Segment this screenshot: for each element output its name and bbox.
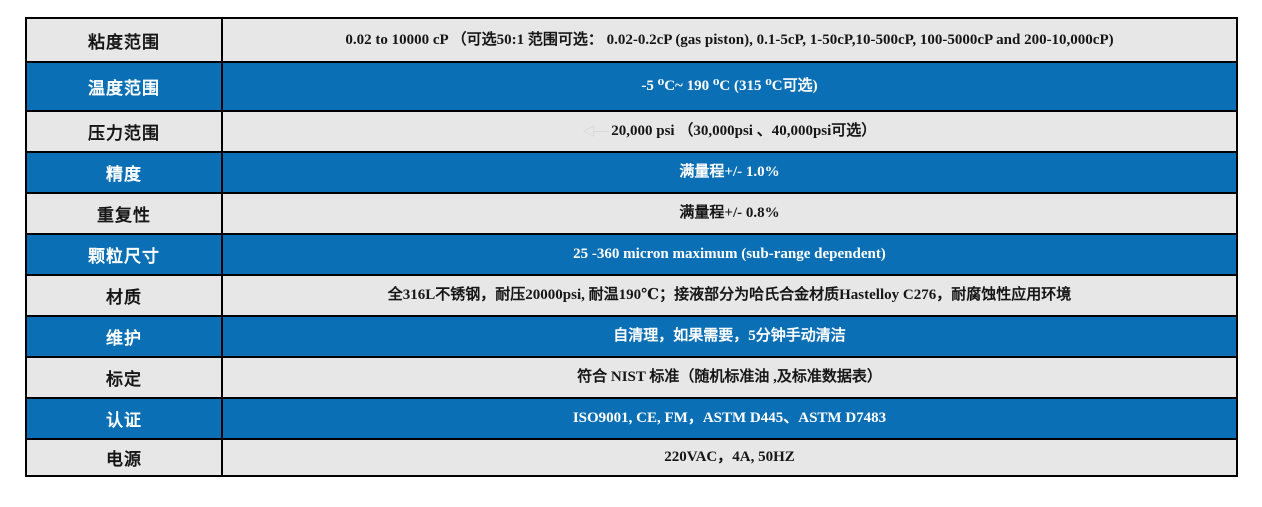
- spec-label: 颗粒尺寸: [27, 235, 223, 274]
- spec-value: ISO9001, CE, FM，ASTM D445、ASTM D7483: [223, 399, 1236, 438]
- spec-label: 精度: [27, 153, 223, 192]
- spec-value: 满量程+/- 0.8%: [223, 194, 1236, 233]
- spec-value: 25 -360 micron maximum (sub-range depend…: [223, 235, 1236, 274]
- spec-label: 粘度范围: [27, 19, 223, 61]
- spec-value: 符合 NIST 标准（随机标准油 ,及标准数据表）: [223, 358, 1236, 397]
- spec-value-text: 自清理，如果需要，5分钟手动清洁: [613, 328, 846, 345]
- spec-row-maintenance: 维护 自清理，如果需要，5分钟手动清洁: [27, 315, 1236, 356]
- spec-value-text: 全316L不锈钢，耐压20000psi, 耐温190℃；接液部分为哈氏合金材质H…: [387, 287, 1072, 304]
- spec-value: -5 ⁰C~ 190 ⁰C (315 ⁰C可选): [223, 63, 1236, 110]
- spec-row-accuracy: 精度 满量程+/- 1.0%: [27, 151, 1236, 192]
- spec-value-text: 满量程+/- 0.8%: [679, 205, 780, 222]
- spec-row-material: 材质 全316L不锈钢，耐压20000psi, 耐温190℃；接液部分为哈氏合金…: [27, 274, 1236, 315]
- arrow-artifact-icon: ◁—: [582, 123, 610, 140]
- spec-value-text: -5 ⁰C~ 190 ⁰C (315 ⁰C可选): [641, 78, 818, 95]
- spec-row-power-supply: 电源 220VAC，4A, 50HZ: [27, 438, 1236, 475]
- spec-row-repeatability: 重复性 满量程+/- 0.8%: [27, 192, 1236, 233]
- spec-label: 标定: [27, 358, 223, 397]
- spec-label: 重复性: [27, 194, 223, 233]
- spec-label: 电源: [27, 440, 223, 475]
- spec-value: 满量程+/- 1.0%: [223, 153, 1236, 192]
- spec-value-text: 20,000 psi （30,000psi 、40,000psi可选）: [611, 123, 877, 140]
- spec-value: 220VAC，4A, 50HZ: [223, 440, 1236, 475]
- spec-row-certification: 认证 ISO9001, CE, FM，ASTM D445、ASTM D7483: [27, 397, 1236, 438]
- spec-value: ◁— 20,000 psi （30,000psi 、40,000psi可选）: [223, 112, 1236, 151]
- spec-value: 自清理，如果需要，5分钟手动清洁: [223, 317, 1236, 356]
- spec-label: 维护: [27, 317, 223, 356]
- spec-table: 粘度范围 0.02 to 10000 cP （可选50:1 范围可选： 0.02…: [25, 17, 1238, 477]
- spec-label: 材质: [27, 276, 223, 315]
- spec-label: 认证: [27, 399, 223, 438]
- spec-row-temperature-range: 温度范围 -5 ⁰C~ 190 ⁰C (315 ⁰C可选): [27, 61, 1236, 110]
- spec-row-viscosity-range: 粘度范围 0.02 to 10000 cP （可选50:1 范围可选： 0.02…: [27, 19, 1236, 61]
- spec-value-text: 满量程+/- 1.0%: [679, 164, 780, 181]
- spec-value: 全316L不锈钢，耐压20000psi, 耐温190℃；接液部分为哈氏合金材质H…: [223, 276, 1236, 315]
- spec-row-pressure-range: 压力范围 ◁— 20,000 psi （30,000psi 、40,000psi可…: [27, 110, 1236, 151]
- spec-row-particle-size: 颗粒尺寸 25 -360 micron maximum (sub-range d…: [27, 233, 1236, 274]
- spec-value-text: 220VAC，4A, 50HZ: [664, 449, 795, 466]
- spec-value-text: 25 -360 micron maximum (sub-range depend…: [573, 246, 886, 263]
- spec-value-text: 0.02 to 10000 cP （可选50:1 范围可选： 0.02-0.2c…: [345, 31, 1114, 48]
- spec-value-text: 符合 NIST 标准（随机标准油 ,及标准数据表）: [577, 369, 882, 386]
- spec-row-calibration: 标定 符合 NIST 标准（随机标准油 ,及标准数据表）: [27, 356, 1236, 397]
- spec-value-text: ISO9001, CE, FM，ASTM D445、ASTM D7483: [572, 410, 887, 427]
- spec-value: 0.02 to 10000 cP （可选50:1 范围可选： 0.02-0.2c…: [223, 19, 1236, 61]
- spec-label: 温度范围: [27, 63, 223, 110]
- spec-label: 压力范围: [27, 112, 223, 151]
